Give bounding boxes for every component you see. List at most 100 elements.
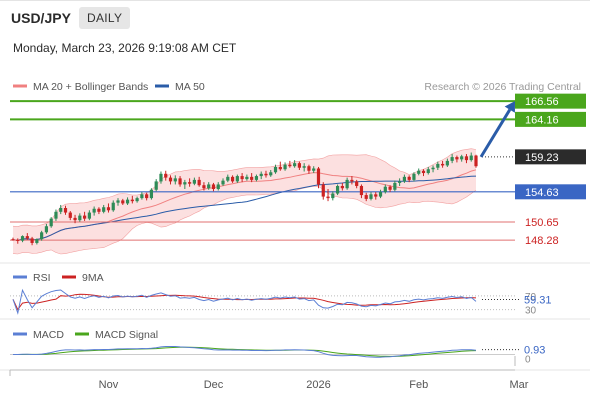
candle-body <box>149 189 154 199</box>
chart-datetime: Monday, March 23, 2026 9:19:08 AM CET <box>13 41 237 55</box>
bollinger-upper <box>12 148 477 227</box>
level-label-164.16: 164.16 <box>525 114 559 126</box>
candle-body <box>25 236 29 239</box>
candle-body <box>30 238 34 243</box>
level-tag-166.56 <box>515 93 586 109</box>
ma20-legend-label: MA 20 + Bollinger Bands <box>33 81 148 93</box>
candle-body <box>393 182 397 190</box>
candle-body <box>331 193 335 199</box>
candle-body <box>16 239 20 241</box>
candle-body <box>44 226 49 233</box>
candle-body <box>202 185 206 189</box>
candle-body <box>197 179 201 186</box>
candle-body <box>68 212 72 218</box>
macd-last-value: 0.93 <box>524 345 545 357</box>
candle-body <box>259 173 263 177</box>
macd-line <box>13 346 477 358</box>
candle-body <box>455 157 459 160</box>
candle-body <box>302 166 306 168</box>
x-tick-label-Feb: Feb <box>409 379 428 391</box>
candle-body <box>316 168 321 185</box>
candle-body <box>464 156 469 161</box>
rsi-legend-label: RSI <box>33 272 51 284</box>
candle-body <box>40 232 44 240</box>
rsi-tick-70: 70 <box>525 292 537 303</box>
candle-body <box>421 170 426 174</box>
candle-body <box>63 208 68 213</box>
candle-body <box>178 178 182 185</box>
candle-body <box>235 176 239 182</box>
candle-body <box>355 181 359 186</box>
candle-body <box>245 176 249 180</box>
candle-body <box>226 176 230 181</box>
candle-body <box>440 163 445 166</box>
rsi-ma-line <box>12 293 477 311</box>
forecast-arrow-shaft <box>479 108 512 158</box>
candle-body <box>402 176 407 182</box>
candle-body <box>59 208 63 212</box>
x-tick-label-2026: 2026 <box>306 379 330 391</box>
candle-body <box>135 198 139 202</box>
rsi-last-value: 59.31 <box>524 295 552 307</box>
candle-body <box>335 185 340 194</box>
candle-body <box>407 176 411 180</box>
candle-body <box>173 178 177 182</box>
candle-body <box>216 184 220 189</box>
candle-body <box>364 195 368 199</box>
bollinger-band <box>13 148 476 254</box>
top-border <box>0 0 590 1</box>
candle-body <box>345 179 349 189</box>
candle-body <box>54 211 58 219</box>
candle-body <box>97 208 101 212</box>
ma50-legend-label: MA 50 <box>175 81 205 93</box>
candle-body <box>183 182 187 185</box>
level-label-154.63: 154.63 <box>525 187 559 199</box>
candle-body <box>445 160 449 166</box>
candle-body <box>164 173 168 178</box>
ma50-line <box>12 175 477 241</box>
candle-body <box>92 208 96 213</box>
candle-body <box>188 182 192 184</box>
candle-body <box>383 186 387 193</box>
macd-legend-label: MACD <box>33 329 64 341</box>
candle-body <box>283 164 287 170</box>
candle-body <box>450 157 454 161</box>
last-price-tag <box>515 149 586 165</box>
candle-body <box>417 170 421 174</box>
candle-body <box>254 176 259 180</box>
candle-body <box>168 177 173 182</box>
candle-body <box>121 200 125 204</box>
candle-body <box>293 163 297 167</box>
candle-body <box>388 186 392 190</box>
candle-body <box>87 212 91 219</box>
candle-body <box>125 199 130 204</box>
level-tag-154.63 <box>515 184 586 200</box>
candle-body <box>426 169 430 174</box>
candle-body <box>273 166 278 173</box>
candle-body <box>102 207 106 212</box>
candle-body <box>307 166 311 171</box>
candle-body <box>321 184 325 197</box>
candle-body <box>111 202 115 211</box>
candle-body <box>398 181 402 183</box>
candle-body <box>221 180 225 185</box>
candle-body <box>49 218 53 227</box>
candle-body <box>140 194 144 199</box>
candle-body <box>269 172 273 176</box>
candle-body <box>159 173 163 182</box>
candle-body <box>436 163 440 168</box>
candle-body <box>78 215 82 221</box>
bollinger-lower <box>12 185 477 255</box>
candle-body <box>116 200 120 203</box>
candle-body <box>350 179 354 182</box>
candle-body <box>20 236 25 241</box>
candle-body <box>278 166 282 170</box>
candle-body <box>412 173 416 180</box>
candle-body <box>207 184 211 189</box>
level-tag-164.16 <box>515 111 586 127</box>
candle-body <box>469 155 473 161</box>
candle-body <box>130 199 134 202</box>
timeframe-badge[interactable]: DAILY <box>79 7 131 29</box>
candle-body <box>340 185 344 189</box>
